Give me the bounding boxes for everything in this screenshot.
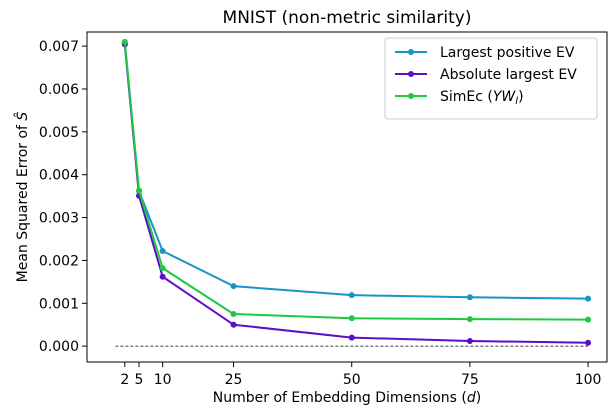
x-tick-label: 75 <box>461 372 479 388</box>
legend-marker-absolute-largest <box>408 71 414 77</box>
y-axis-title-main: Mean Squared Error of <box>15 121 31 283</box>
y-axis: 0.000 0.001 0.002 0.003 0.004 0.005 0.006 0.007 <box>39 39 87 355</box>
data-point <box>230 283 237 290</box>
y-tick-label: 0.007 <box>39 39 79 55</box>
x-axis-title-close: ) <box>476 390 481 406</box>
data-point <box>585 295 592 302</box>
data-point <box>466 316 473 323</box>
x-axis-title-symbol: d <box>467 390 476 406</box>
x-axis-title: Number of Embedding Dimensions (d) <box>213 390 481 406</box>
legend-label-simec-symbol: YW <box>493 89 517 105</box>
y-tick-label: 0.002 <box>39 253 79 269</box>
x-tick-label: 5 <box>135 372 144 388</box>
legend-label-simec-close: ) <box>518 89 523 105</box>
x-tick-label: 100 <box>575 372 602 388</box>
data-point <box>159 248 166 254</box>
y-tick-label: 0.006 <box>39 82 79 98</box>
data-point <box>348 315 355 322</box>
chart-title: MNIST (non-metric similarity) <box>223 8 472 28</box>
y-axis-title-symbol: Ŝ <box>13 112 31 121</box>
y-tick-label: 0.000 <box>39 339 79 355</box>
x-axis-title-main: Number of Embedding Dimensions ( <box>213 390 467 406</box>
x-tick-label: 2 <box>120 372 129 388</box>
data-point <box>159 273 166 280</box>
data-point <box>121 38 128 45</box>
data-point <box>136 187 142 194</box>
legend-label-simec-main: SimEc ( <box>440 89 493 105</box>
y-tick-label: 0.005 <box>39 125 79 141</box>
data-point <box>466 294 473 301</box>
plot-frame <box>86 31 608 363</box>
data-point <box>230 311 237 317</box>
data-point <box>585 339 592 346</box>
data-point <box>348 292 355 299</box>
legend-box <box>384 37 598 120</box>
legend-label-simec: SimEc (YWl) <box>440 89 524 107</box>
legend-label-simec-subscript: l <box>515 96 518 107</box>
data-point <box>348 334 355 341</box>
y-tick-label: 0.003 <box>39 211 79 227</box>
x-tick-label: 10 <box>154 372 172 388</box>
y-tick-label: 0.001 <box>39 296 79 312</box>
x-axis: 2 5 10 25 50 75 100 <box>120 362 601 388</box>
x-tick-label: 25 <box>225 372 243 388</box>
data-point <box>585 316 592 323</box>
legend-marker-simec <box>408 93 414 99</box>
legend-marker-largest-positive <box>408 49 414 55</box>
legend: Largest positive EV Absolute largest EV … <box>384 37 598 120</box>
legend-label-largest-positive: Largest positive EV <box>440 45 575 61</box>
data-point <box>466 338 473 344</box>
data-point <box>230 321 237 328</box>
series-layer <box>121 38 592 346</box>
legend-label-absolute-largest: Absolute largest EV <box>440 67 577 83</box>
x-tick-label: 50 <box>343 372 361 388</box>
data-point <box>159 265 166 272</box>
y-tick-label: 0.004 <box>39 168 79 184</box>
y-axis-title: Mean Squared Error of Ŝ <box>13 112 31 283</box>
